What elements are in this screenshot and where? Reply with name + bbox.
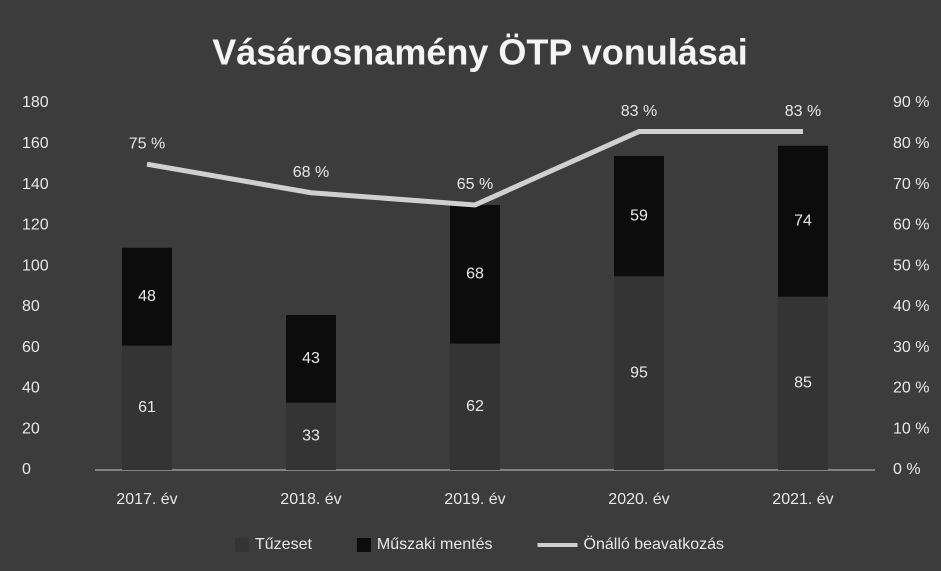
y-tick-label: 180: [22, 94, 49, 111]
y-tick-label: 0: [22, 461, 31, 478]
data-label: 68: [466, 265, 484, 282]
bar-segment: [286, 402, 336, 470]
data-label: 74: [794, 212, 812, 229]
y-tick-label: 160: [22, 135, 49, 152]
y2-tick-label: 30 %: [893, 339, 929, 356]
data-label: 65 %: [457, 176, 493, 193]
bar-segment: [778, 145, 828, 297]
data-label: 62: [466, 398, 484, 415]
y2-tick-label: 60 %: [893, 217, 929, 234]
y-tick-label: 100: [22, 257, 49, 274]
data-label: 48: [138, 288, 156, 305]
bar-segment: [614, 276, 664, 470]
bar-segment: [450, 343, 500, 470]
data-label: 83 %: [621, 103, 657, 120]
x-tick-label: 2021. év: [772, 491, 833, 508]
y2-tick-label: 40 %: [893, 298, 929, 315]
line-series: [146, 129, 803, 208]
y2-tick-label: 20 %: [893, 380, 929, 397]
bar-segment: [450, 204, 500, 344]
data-label: 75 %: [129, 135, 165, 152]
y2-tick-label: 10 %: [893, 420, 929, 437]
data-label: 59: [630, 207, 648, 224]
y2-tick-label: 0 %: [893, 461, 921, 478]
bar-segment: [122, 247, 172, 346]
data-label: 33: [302, 428, 320, 445]
y-tick-label: 20: [22, 420, 40, 437]
bar-segment: [778, 296, 828, 470]
y2-tick-label: 70 %: [893, 176, 929, 193]
data-label: 95: [630, 364, 648, 381]
y2-tick-label: 50 %: [893, 257, 929, 274]
x-tick-label: 2020. év: [608, 491, 669, 508]
legend-swatch: [356, 538, 371, 552]
legend-label: Önálló beavatkozás: [584, 535, 725, 553]
data-label: 43: [302, 350, 320, 367]
data-label: 68 %: [293, 164, 329, 181]
y-tick-label: 120: [22, 217, 49, 234]
x-tick-label: 2017. év: [116, 491, 177, 508]
y2-tick-label: 80 %: [893, 135, 929, 152]
x-tick-label: 2018. év: [280, 491, 341, 508]
bar-segment: [286, 315, 336, 403]
y-tick-label: 140: [22, 176, 49, 193]
bar-segment: [122, 345, 172, 470]
chart-title: Vásárosnamény ÖTP vonulásai: [212, 32, 748, 73]
bar-segment: [614, 156, 664, 277]
y-tick-label: 40: [22, 380, 40, 397]
legend-label: Műszaki mentés: [377, 536, 493, 553]
data-label: 61: [138, 399, 156, 416]
data-label: 85: [794, 375, 812, 392]
legend-label: Tűzeset: [255, 536, 312, 553]
y-tick-label: 80: [22, 298, 40, 315]
y-tick-label: 60: [22, 339, 40, 356]
data-label: 83 %: [785, 103, 821, 120]
y2-tick-label: 90 %: [893, 94, 929, 111]
x-tick-label: 2019. év: [444, 491, 505, 508]
legend-swatch: [235, 538, 249, 552]
